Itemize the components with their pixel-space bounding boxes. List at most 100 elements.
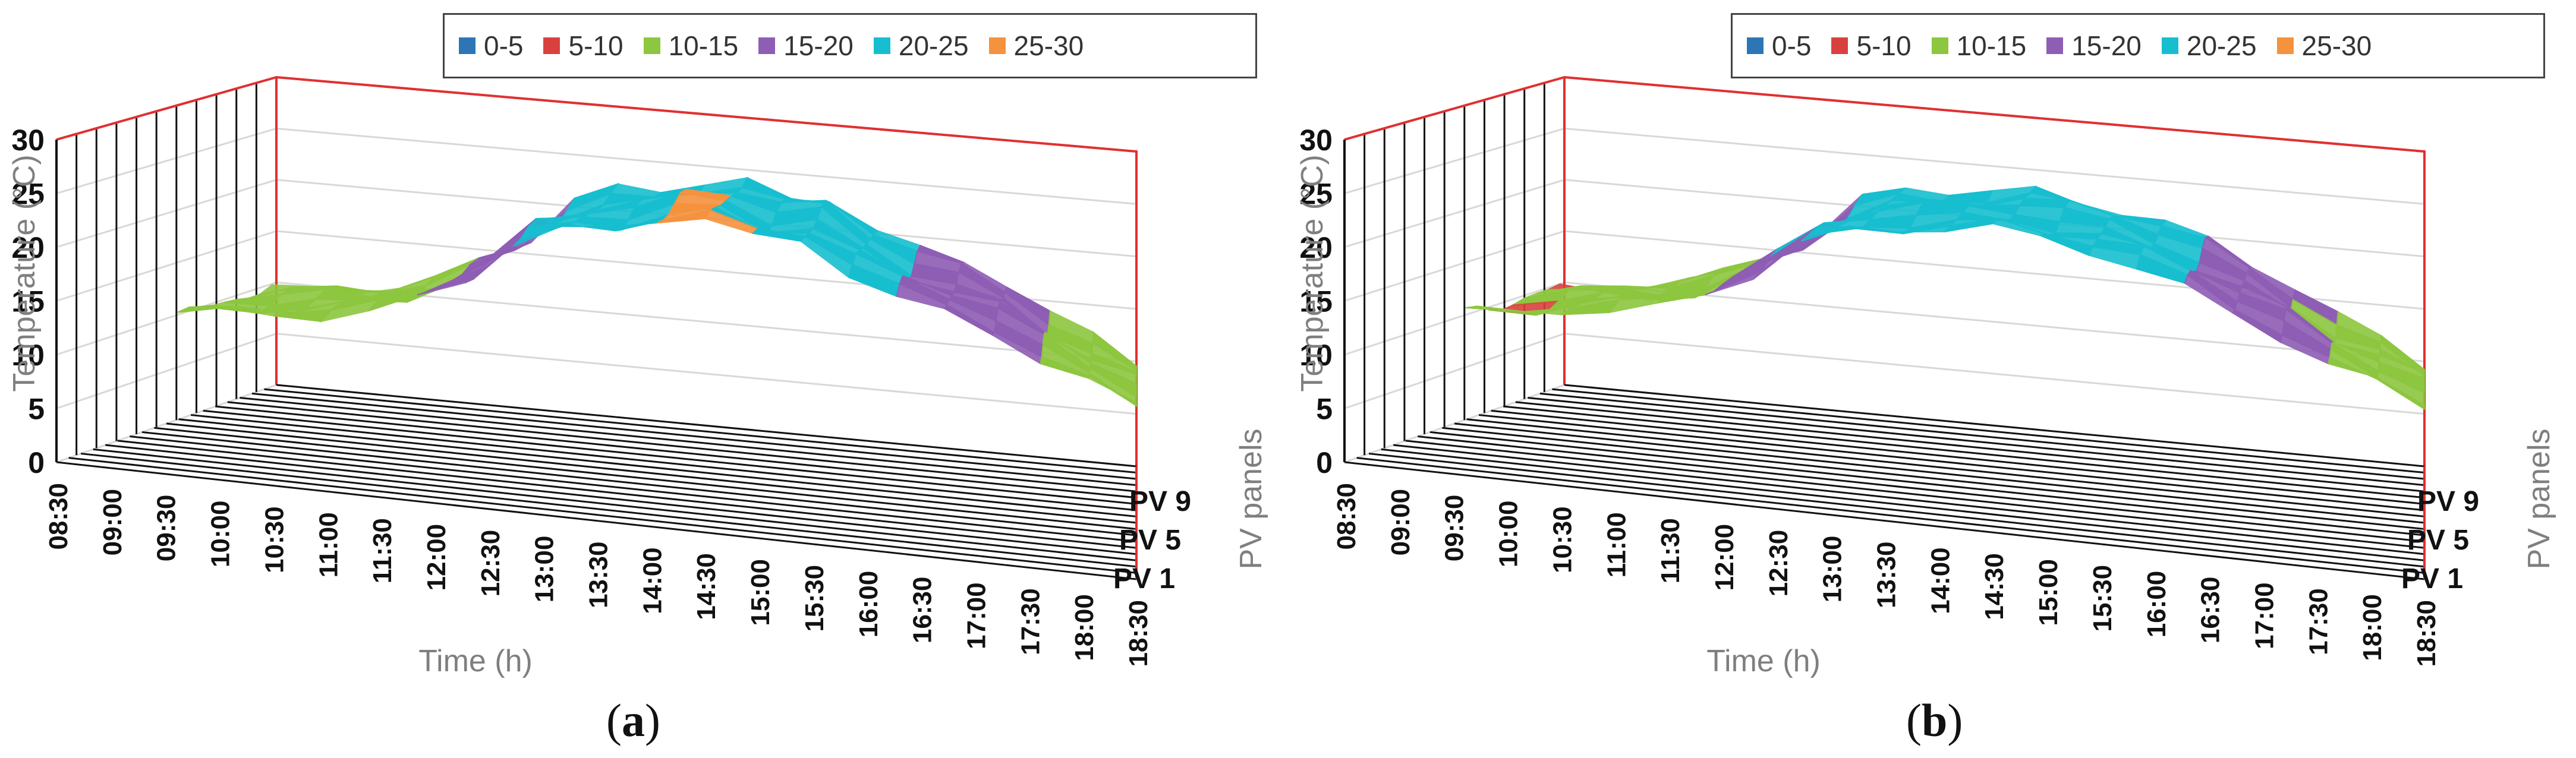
floor-line — [130, 435, 1137, 543]
floor-line — [1491, 409, 2425, 505]
floor-line — [264, 388, 1137, 474]
frame-red — [1344, 75, 2426, 466]
legend-item: 10-15 — [1931, 30, 2027, 62]
legend-item: 10-15 — [643, 30, 739, 62]
x-tick-label: 16:30 — [908, 577, 937, 644]
y-tick-label: 5 — [1316, 393, 1333, 426]
legend-swatch — [873, 37, 890, 54]
x-axis-title: Time (h) — [1706, 644, 1821, 678]
z-axis-title: PV panels — [1234, 428, 1268, 569]
legend-label: 10-15 — [668, 30, 739, 61]
z-tick-label: PV 1 — [2401, 563, 2463, 595]
legend-label: 25-30 — [2301, 30, 2372, 61]
y-tick-label: 20 — [1299, 231, 1333, 264]
legend-item: 5-10 — [543, 30, 623, 62]
back-gridline — [276, 127, 1137, 205]
legend-item: 25-30 — [988, 30, 1084, 62]
y-tick-label: 25 — [1299, 178, 1333, 211]
y-tick-label: 25 — [11, 178, 45, 211]
floor-line — [1356, 457, 2425, 574]
x-axis-title: Time (h) — [418, 644, 533, 678]
x-tick-label: 10:00 — [1494, 501, 1523, 568]
x-tick-label: 16:00 — [854, 571, 883, 638]
side-gridline — [56, 333, 277, 409]
legend-swatch — [459, 37, 475, 54]
legend-item: 15-20 — [758, 30, 854, 62]
x-tick-label: 11:00 — [1602, 512, 1631, 577]
floor-line — [1418, 435, 2425, 543]
y-tick-label: 0 — [28, 446, 45, 479]
x-tick-label: 10:00 — [206, 501, 235, 568]
z-axis-title: PV panels — [2522, 428, 2556, 569]
side-gridline — [1344, 179, 1565, 248]
x-tick-label: 15:30 — [800, 565, 829, 632]
side-gridline — [1344, 230, 1565, 302]
x-tick-label: 17:30 — [2304, 588, 2333, 655]
legend-label: 0-5 — [484, 30, 524, 61]
x-tick-label: 12:00 — [1710, 524, 1739, 591]
x-tick-label: 09:30 — [1440, 495, 1469, 562]
x-tick-label: 12:00 — [422, 524, 451, 591]
y-tick-label: 10 — [11, 339, 45, 372]
legend-item: 20-25 — [2161, 30, 2257, 62]
legend-label: 25-30 — [1013, 30, 1084, 61]
floor-line — [203, 409, 1137, 505]
legend-label: 5-10 — [568, 30, 623, 61]
legend-label: 20-25 — [2186, 30, 2257, 61]
z-tick-label: PV 5 — [2407, 525, 2469, 556]
y-tick-label: 10 — [1299, 339, 1333, 372]
floor-line — [56, 461, 1137, 580]
legend-swatch — [543, 37, 560, 54]
legend-label: 10-15 — [1956, 30, 2027, 61]
chart-panel-a: 0 5 10 15 20 25 30 Temperature (°C) 08:30 09:00 09… — [7, 13, 1268, 746]
side-gridline — [1344, 127, 1565, 194]
z-axis: PV 1 PV 5 PV 9 PV panels — [1113, 428, 1268, 595]
y-tick-label: 20 — [11, 231, 45, 264]
side-gridline — [56, 127, 277, 194]
x-tick-label: 12:30 — [1764, 530, 1793, 597]
x-tick-label: 08:30 — [44, 483, 73, 550]
floor-line — [251, 392, 1137, 480]
floor-line — [1539, 392, 2425, 480]
floor-line — [68, 457, 1137, 574]
x-tick-label: 12:30 — [476, 530, 505, 597]
floor-line — [215, 405, 1137, 499]
floor-line — [1564, 384, 2425, 468]
side-gridline — [56, 179, 277, 248]
legend-swatch — [2161, 37, 2178, 54]
x-tick-label: 09:30 — [152, 495, 181, 562]
floor-line — [1368, 453, 2425, 568]
x-axis: 08:30 09:00 09:30 10:00 10:30 11:00 11:30 12:00… — [44, 483, 1153, 678]
back-gridline — [276, 333, 1137, 415]
x-tick-label: 14:00 — [1926, 547, 1955, 614]
y-tick-label: 30 — [11, 124, 45, 157]
floor-line — [1515, 401, 2425, 492]
floor-line — [1478, 414, 2425, 511]
x-tick-label: 18:30 — [1124, 600, 1153, 667]
x-tick-label: 11:30 — [1656, 518, 1685, 583]
floor-line — [276, 384, 1137, 468]
floor-line — [93, 448, 1137, 561]
legend-swatch — [1831, 37, 1848, 54]
legend-b: 0-5 5-10 10-15 15-20 20-25 25-30 — [1731, 13, 2545, 78]
x-tick-label: 10:30 — [260, 506, 289, 573]
floor-line — [190, 414, 1137, 511]
legend-item: 0-5 — [459, 30, 523, 62]
floor-line — [1466, 418, 2425, 517]
floor-line — [1344, 461, 2425, 580]
side-gridline — [1344, 333, 1565, 409]
legend-label: 15-20 — [783, 30, 854, 61]
floor-line — [1405, 440, 2425, 549]
y-tick-label: 30 — [1299, 124, 1333, 157]
x-tick-label: 11:00 — [314, 512, 343, 577]
floor-line — [1552, 388, 2425, 474]
legend-swatch — [1931, 37, 1948, 54]
floor-line — [1442, 427, 2425, 530]
x-tick-label: 18:00 — [2358, 594, 2387, 661]
y-axis-title: Temperature (°C) — [1295, 154, 1330, 391]
y-tick-label: 0 — [1316, 446, 1333, 479]
legend-a: 0-5 5-10 10-15 15-20 20-25 25-30 — [443, 13, 1257, 78]
back-gridline — [1564, 281, 2425, 362]
